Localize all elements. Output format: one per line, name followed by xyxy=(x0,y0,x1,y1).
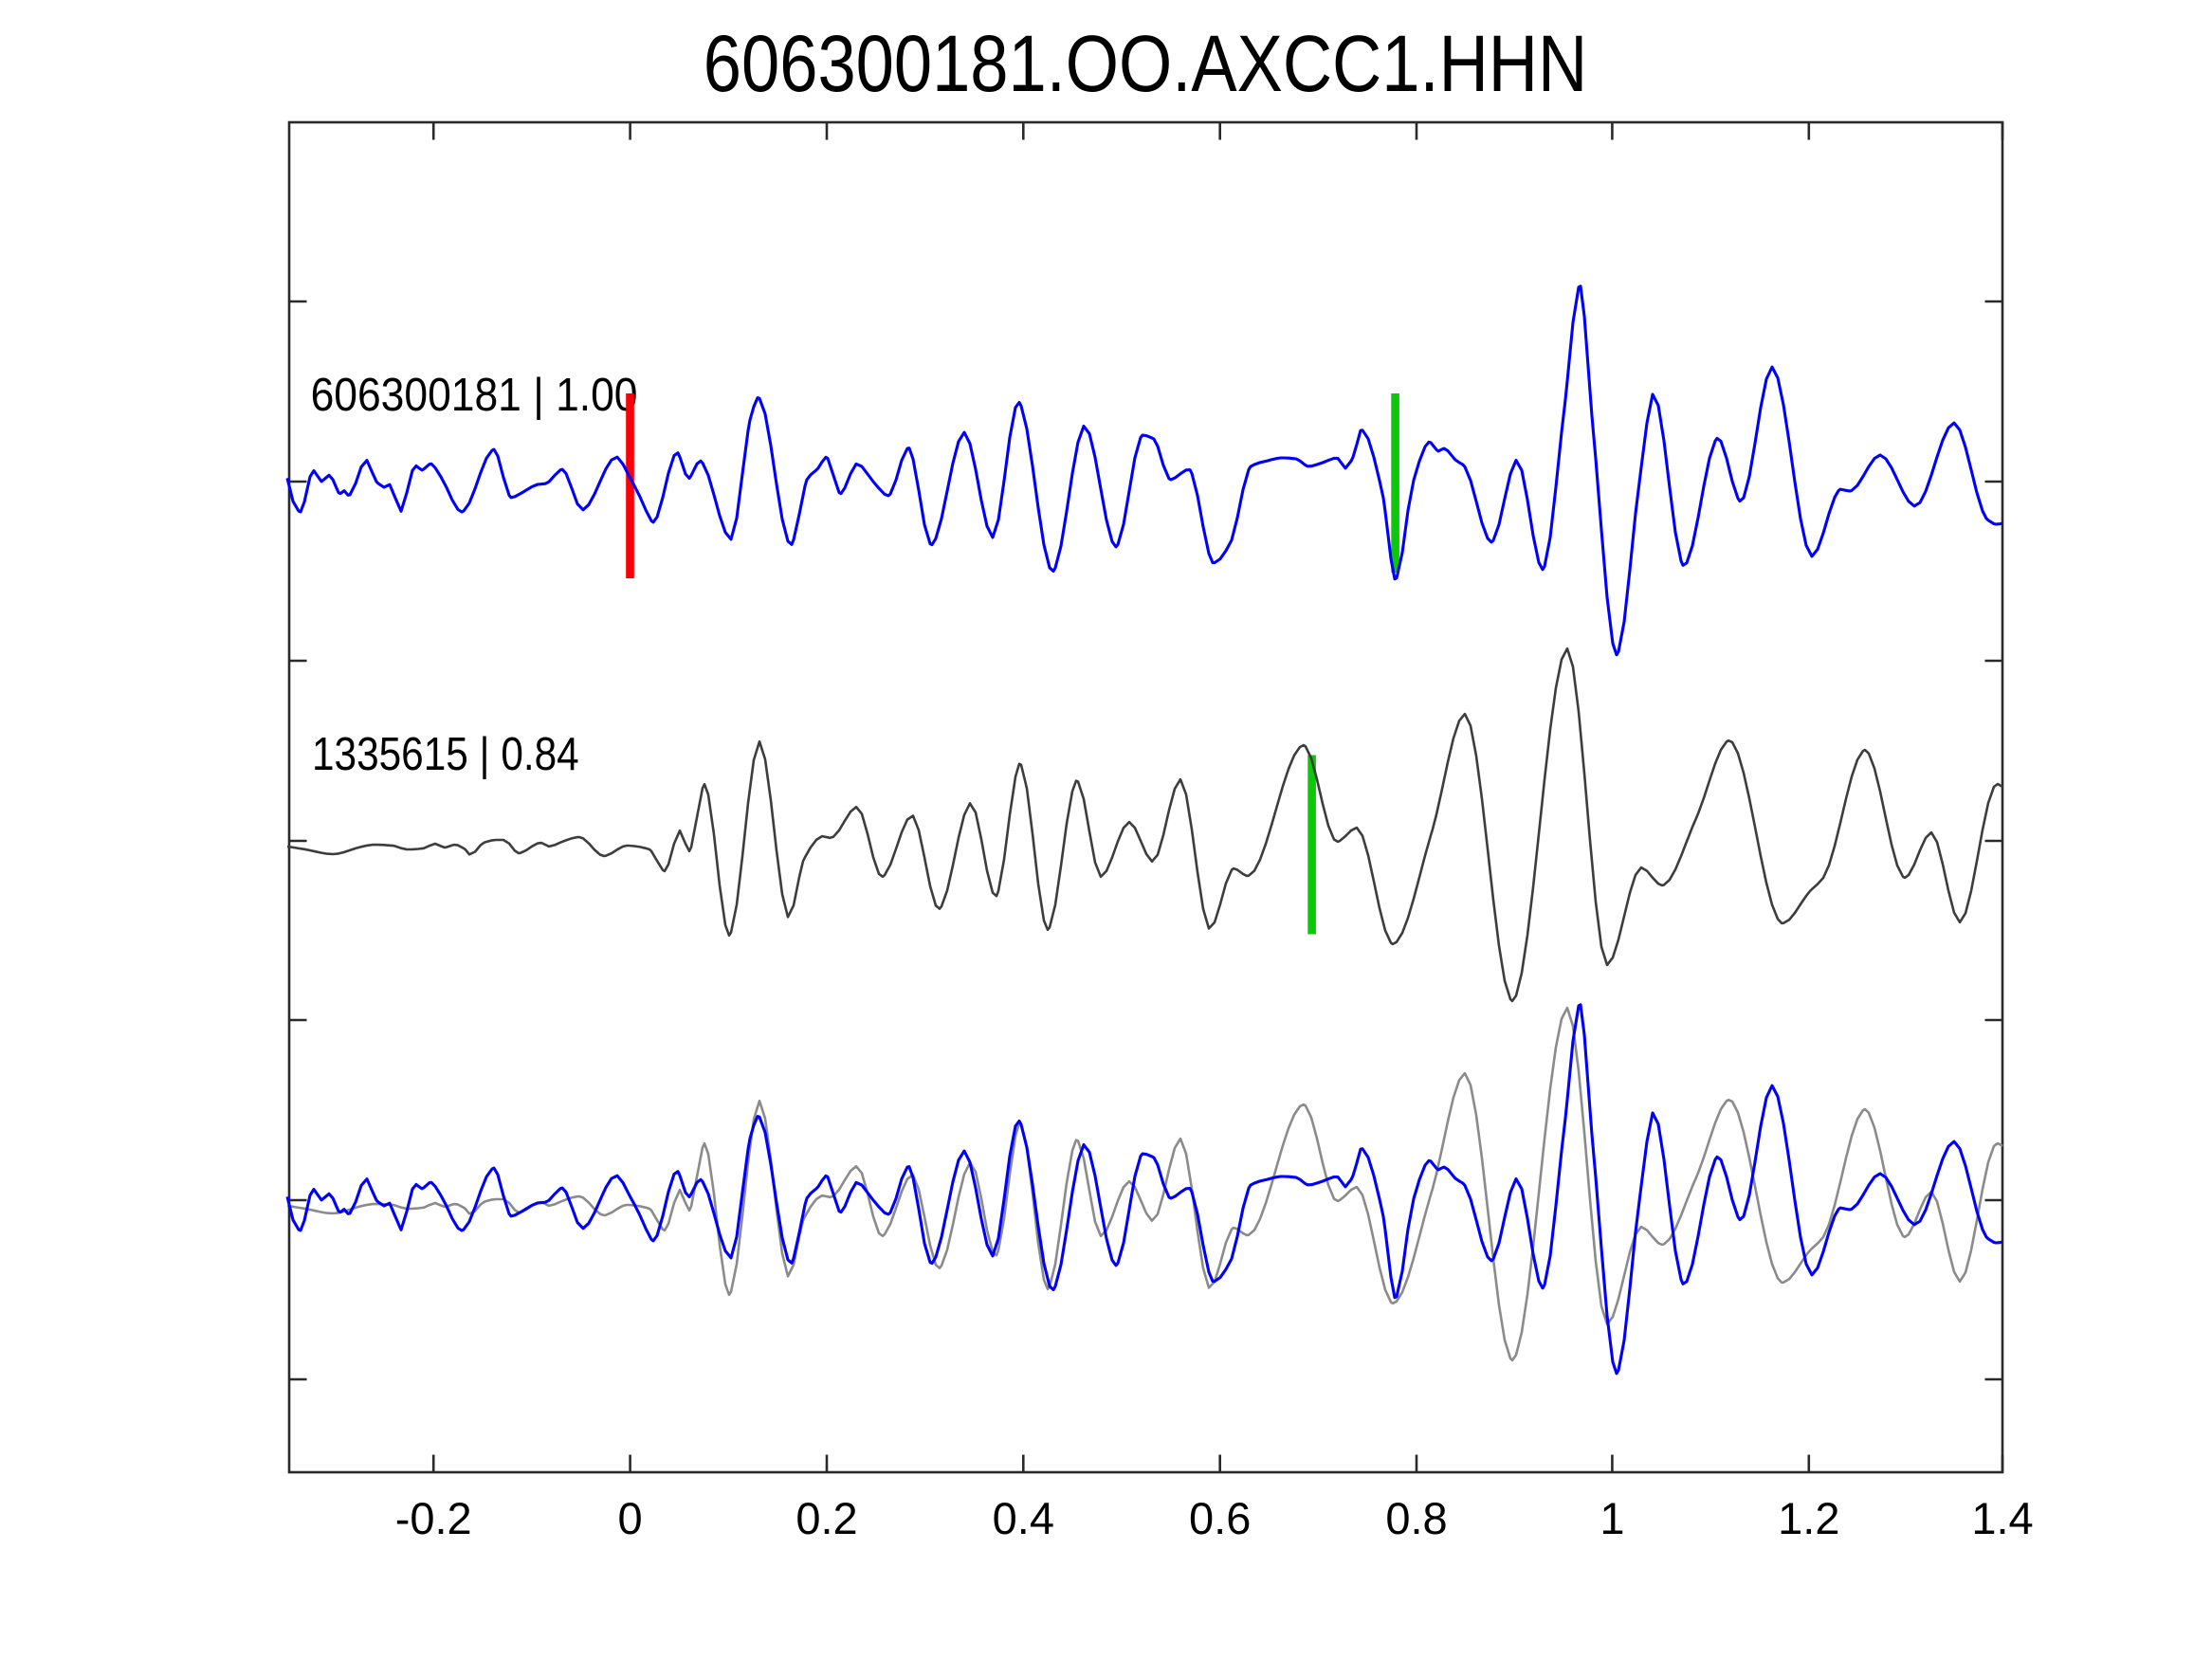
svg-text:1.4: 1.4 xyxy=(1971,1493,2033,1543)
svg-text:0.6: 0.6 xyxy=(1189,1493,1251,1543)
svg-text:0: 0 xyxy=(618,1493,643,1543)
svg-text:1.2: 1.2 xyxy=(1778,1493,1839,1543)
svg-text:0.2: 0.2 xyxy=(795,1493,857,1543)
svg-text:0.4: 0.4 xyxy=(993,1493,1054,1543)
svg-text:1335615 | 0.84: 1335615 | 0.84 xyxy=(312,727,579,780)
svg-text:1: 1 xyxy=(1600,1493,1624,1543)
svg-text:606300181 | 1.00: 606300181 | 1.00 xyxy=(311,369,638,421)
svg-text:0.8: 0.8 xyxy=(1385,1493,1447,1543)
svg-text:606300181.OO.AXCC1.HHN: 606300181.OO.AXCC1.HHN xyxy=(704,19,1587,108)
svg-text:-0.2: -0.2 xyxy=(395,1493,472,1543)
